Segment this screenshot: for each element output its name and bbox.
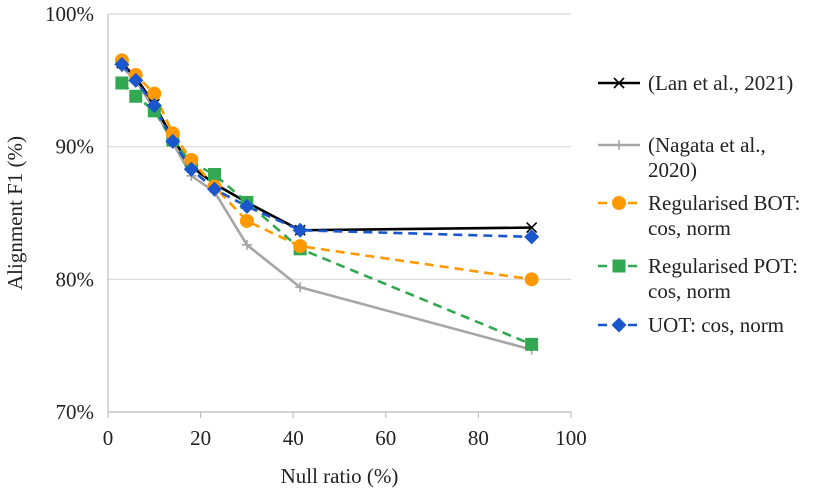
series-markers bbox=[114, 53, 540, 355]
data-point bbox=[293, 239, 308, 254]
data-point bbox=[128, 72, 144, 88]
grid-lines bbox=[108, 13, 571, 413]
y-tick-label: 100% bbox=[45, 2, 94, 26]
legend-swatch-marker bbox=[612, 259, 626, 273]
legend-item-0: (Lan et al., 2021) bbox=[598, 71, 793, 95]
data-point bbox=[165, 133, 181, 149]
legend-label: (Nagata et al., bbox=[648, 133, 766, 157]
x-tick-label: 40 bbox=[283, 426, 304, 450]
data-point bbox=[165, 126, 180, 141]
legend-item-4: UOT: cos, norm bbox=[598, 313, 784, 337]
legend-item-3: Regularised POT:cos, norm bbox=[598, 254, 798, 303]
legend-swatch-marker bbox=[614, 140, 624, 150]
y-axis-title: Alignment F1 (%) bbox=[3, 136, 27, 290]
legend-item-1: (Nagata et al.,2020) bbox=[598, 133, 766, 182]
legend-item-2: Regularised BOT:cos, norm bbox=[598, 191, 800, 240]
data-point bbox=[292, 222, 308, 238]
y-tick-label: 80% bbox=[56, 267, 95, 291]
x-axis-title: Null ratio (%) bbox=[281, 464, 399, 488]
legend-label: 2020) bbox=[648, 158, 697, 182]
legend-swatch-marker bbox=[613, 77, 625, 89]
data-point bbox=[526, 222, 538, 234]
data-point bbox=[114, 56, 130, 72]
legend-label: (Lan et al., 2021) bbox=[648, 71, 793, 95]
data-point bbox=[146, 98, 162, 114]
y-tick-label: 70% bbox=[56, 400, 95, 424]
legend-label: cos, norm bbox=[648, 216, 731, 240]
y-tick-label: 90% bbox=[56, 135, 95, 159]
data-point bbox=[524, 229, 540, 245]
series-line-2 bbox=[120, 59, 532, 281]
data-point bbox=[239, 213, 254, 228]
data-point bbox=[525, 337, 539, 351]
legend-swatch-marker bbox=[611, 317, 627, 333]
legend-label: Regularised POT: bbox=[648, 254, 798, 278]
data-point bbox=[207, 168, 221, 182]
data-point bbox=[239, 198, 255, 214]
data-point bbox=[524, 272, 539, 287]
x-tick-label: 60 bbox=[375, 426, 396, 450]
x-tick-label: 0 bbox=[103, 426, 114, 450]
data-point bbox=[147, 86, 162, 101]
data-point bbox=[129, 89, 143, 103]
series-line-3 bbox=[120, 82, 533, 346]
x-tick-label: 100 bbox=[555, 426, 587, 450]
data-point bbox=[115, 76, 129, 90]
legend-label: Regularised BOT: bbox=[648, 191, 800, 215]
axes: 70% 80% 90% 100% 0 20 40 60 80 100 bbox=[45, 2, 587, 450]
legend: (Lan et al., 2021) (Nagata et al.,2020) Re… bbox=[598, 71, 800, 337]
data-point bbox=[241, 239, 252, 250]
data-point bbox=[295, 282, 306, 293]
x-tick-label: 80 bbox=[468, 426, 489, 450]
data-point bbox=[184, 152, 199, 167]
series-lines bbox=[120, 59, 533, 351]
legend-label: cos, norm bbox=[648, 279, 731, 303]
series-group bbox=[114, 53, 540, 355]
series-line-1 bbox=[120, 66, 532, 351]
x-tick-label: 20 bbox=[190, 426, 211, 450]
data-point bbox=[206, 181, 222, 197]
legend-swatch-marker bbox=[612, 196, 626, 210]
data-point bbox=[183, 161, 199, 177]
legend-label: UOT: cos, norm bbox=[648, 313, 784, 337]
